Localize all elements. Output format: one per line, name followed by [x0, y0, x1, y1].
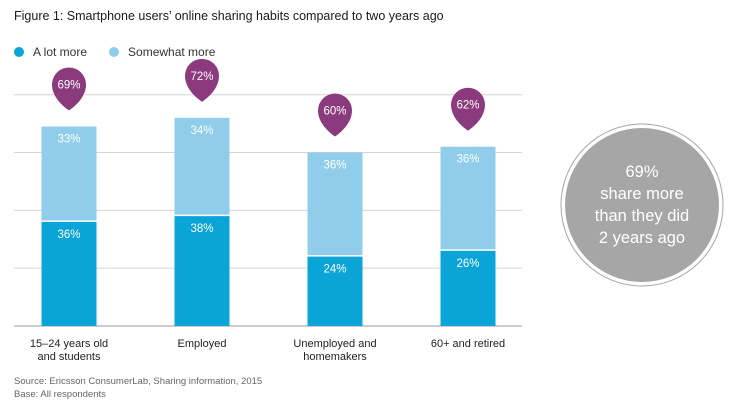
legend: A lot more Somewhat more	[14, 45, 237, 59]
bar-a-lot-more	[41, 221, 97, 326]
total-marker	[185, 58, 219, 102]
data-label-a-lot-more: 36%	[57, 229, 80, 241]
bar-a-lot-more	[440, 250, 496, 326]
data-label-somewhat-more: 36%	[323, 160, 346, 172]
callout-text-line: 2 years ago	[599, 229, 685, 247]
base-line: Base: All respondents	[14, 389, 106, 400]
bar-somewhat-more	[174, 117, 230, 215]
callout-circle	[565, 128, 719, 282]
category-label: Unemployed and	[293, 338, 376, 350]
legend-item-a-lot-more: A lot more	[14, 45, 87, 59]
total-label: 60%	[323, 106, 346, 118]
data-label-a-lot-more: 38%	[190, 223, 213, 235]
legend-swatch-a-lot-more	[14, 47, 24, 57]
callout-text-line: share more	[600, 185, 683, 203]
category-label: homemakers	[303, 351, 367, 363]
legend-swatch-somewhat-more	[109, 47, 120, 57]
total-label: 72%	[190, 71, 213, 83]
total-marker	[52, 67, 86, 111]
legend-label-a-lot-more: A lot more	[33, 45, 88, 59]
bar-a-lot-more	[174, 216, 230, 326]
legend-item-somewhat-more: Somewhat more	[109, 45, 215, 59]
category-label: Employed	[178, 338, 227, 350]
source-note: Source: Ericsson ConsumerLab, Sharing in…	[14, 375, 262, 401]
data-label-somewhat-more: 34%	[190, 125, 213, 137]
data-label-somewhat-more: 33%	[57, 134, 80, 146]
bar-somewhat-more	[307, 152, 363, 256]
data-label-a-lot-more: 26%	[456, 258, 479, 270]
callout-text-line: 69%	[625, 163, 658, 181]
data-label-a-lot-more: 24%	[323, 264, 346, 276]
total-marker	[451, 87, 485, 131]
total-marker	[318, 93, 352, 137]
category-label: and students	[38, 351, 101, 363]
category-label: 60+ and retired	[431, 338, 505, 350]
callout-text-line: than they did	[595, 207, 690, 225]
total-label: 69%	[57, 80, 80, 92]
category-label: 15–24 years old	[30, 338, 108, 350]
legend-label-somewhat-more: Somewhat more	[128, 45, 216, 59]
data-label-somewhat-more: 36%	[456, 154, 479, 166]
bar-a-lot-more	[307, 256, 363, 326]
total-label: 62%	[456, 100, 479, 112]
bar-somewhat-more	[41, 126, 97, 221]
chart-title: Figure 1: Smartphone users’ online shari…	[14, 9, 444, 23]
source-line: Source: Ericsson ConsumerLab, Sharing in…	[14, 376, 263, 387]
bar-somewhat-more	[440, 146, 496, 250]
